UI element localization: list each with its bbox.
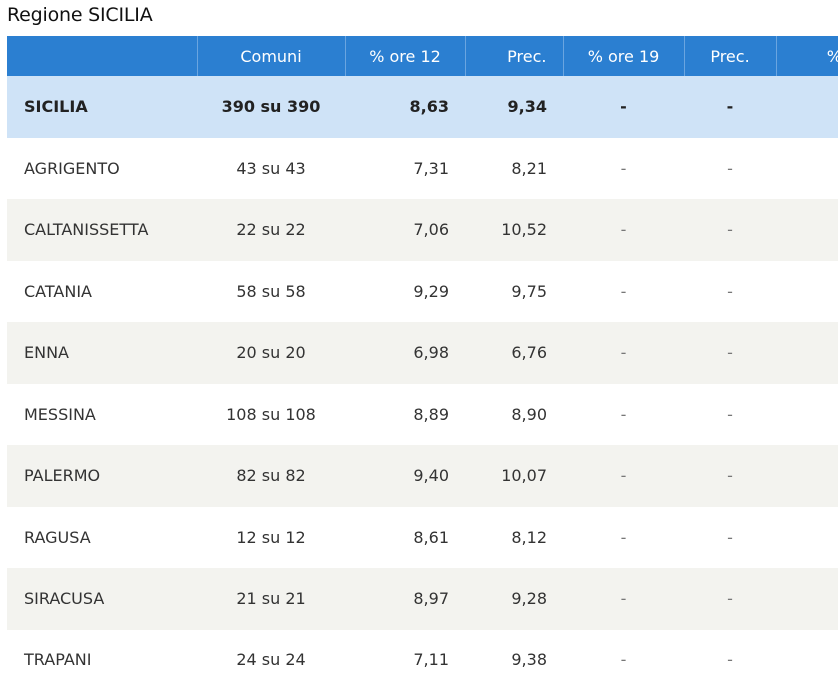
table-row: ENNA 20 su 20 6,98 6,76- - [7,322,838,384]
table-cell: AGRIGENTO [24,158,120,178]
table-cell: - [684,445,776,507]
table-cell: 9,75 [511,281,547,301]
table-cell: CALTANISSETTA [7,199,197,261]
table-cell: 9,34 [465,76,563,138]
table-cell: - [563,568,684,630]
table-cell: 6,76 [465,322,563,384]
table-cell: PALERMO [7,445,197,507]
table-cell: 8,21 [511,158,547,178]
header-cell: % ore 19 [562,36,684,76]
table-cell: MESSINA [24,404,96,424]
table-cell: - [727,158,733,178]
table-cell: 8,63 [345,76,465,138]
table-row: SICILIA 390 su 390 8,63 9,34- - [7,76,838,138]
table-cell [776,199,838,261]
table-cell [776,261,838,323]
table-cell: 390 su 390 [197,76,345,138]
table-cell: 10,07 [465,445,563,507]
table-cell [776,568,838,630]
table-cell: - [563,445,684,507]
table-row: AGRIGENTO 43 su 43 7,31 8,21 - - [7,138,838,200]
header-cell [7,36,197,76]
table-cell: 8,89 [413,404,449,424]
table-cell: SIRACUSA [7,568,197,630]
table-cell: 8,12 [511,527,547,547]
table-cell: - [727,281,733,301]
table-cell: 8,90 [511,404,547,424]
table-row: PALERMO 82 su 82 9,40 10,07- - [7,445,838,507]
table-cell: 20 su 20 [197,322,345,384]
table-cell: 9,29 [413,281,449,301]
table-cell: 12 su 12 [236,527,306,547]
table-cell: - [563,322,684,384]
table-cell [776,384,838,446]
table-cell: - [684,76,776,138]
table-cell: 58 su 58 [236,281,306,301]
header-cell: % ore 12 [344,36,465,76]
table-cell: RAGUSA [24,527,91,547]
table-cell: 10,52 [465,199,563,261]
table-cell: - [620,158,627,178]
table-cell: ENNA [7,322,197,384]
table-cell: TRAPANI [7,629,197,680]
table-cell: 9,40 [345,445,465,507]
table-cell: CATANIA [24,281,92,301]
table-cell: 9,28 [465,568,563,630]
table-row: TRAPANI 24 su 24 7,11 9,38- - [7,629,838,680]
table-cell: 21 su 21 [197,568,345,630]
table-cell: 43 su 43 [236,158,306,178]
table-cell: 7,31 [413,158,449,178]
table-cell: - [563,199,684,261]
table-row: RAGUSA 12 su 12 8,61 8,12 - - [7,507,838,569]
table-cell: - [620,404,627,424]
table-row: CALTANISSETTA 22 su 22 7,06 10,52- - [7,199,838,261]
table-cell: 8,61 [413,527,449,547]
header-cell: % o [775,36,838,76]
table-cell [776,322,838,384]
table-cell [776,507,838,569]
table-row: CATANIA 58 su 58 9,29 9,75 - - [7,261,838,323]
table-cell: 7,11 [345,629,465,680]
table-cell: 6,98 [345,322,465,384]
header-cell: Prec. [464,36,563,76]
table-cell: 8,97 [345,568,465,630]
table-cell: - [620,527,627,547]
table-row: MESSINA 108 su 108 8,89 8,90 - - [7,384,838,446]
title: Regione SICILIA [7,4,153,26]
table-cell: 82 su 82 [197,445,345,507]
table-cell: - [563,629,684,680]
table-cell: - [684,199,776,261]
header-cell: Comuni [196,36,345,76]
table-cell [776,76,838,138]
table-cell: SICILIA [7,76,197,138]
table-cell: - [684,629,776,680]
table-cell: 9,38 [465,629,563,680]
table-body: SICILIA 390 su 390 8,63 9,34- - AGRIGENTO 43 s… [7,76,838,680]
table-cell: - [727,527,733,547]
table-cell: 24 su 24 [197,629,345,680]
table-cell: 7,06 [345,199,465,261]
table-cell [776,445,838,507]
table-cell: - [563,76,684,138]
table-cell: - [620,281,627,301]
table-cell: - [684,568,776,630]
table-cell: - [727,404,733,424]
table-cell: 108 su 108 [226,404,316,424]
table-cell [776,629,838,680]
table-cell [776,138,838,200]
table-row: SIRACUSA 21 su 21 8,97 9,28- - [7,568,838,630]
header-cell: Prec. [683,36,776,76]
table-cell: - [684,322,776,384]
table-cell: 22 su 22 [197,199,345,261]
